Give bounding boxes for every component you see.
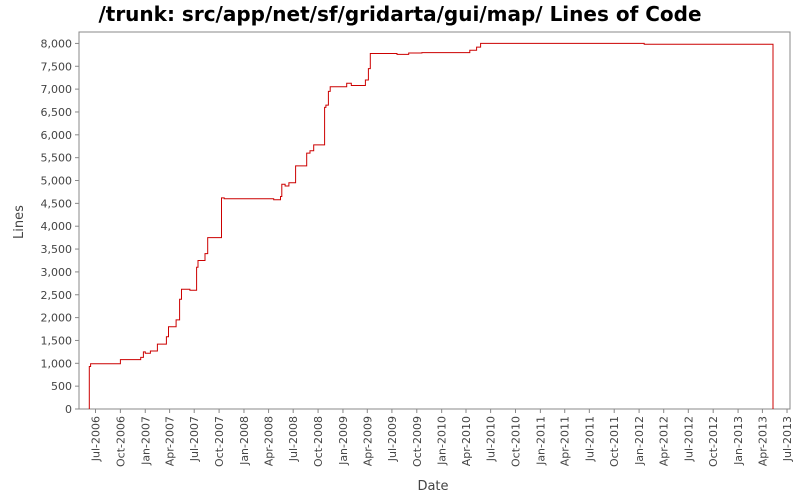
- y-tick-label: 500: [51, 380, 72, 393]
- x-tick-label: Apr-2011: [559, 416, 572, 466]
- y-tick-label: 5,000: [41, 175, 73, 188]
- x-tick-label: Apr-2013: [756, 416, 769, 466]
- x-tick-label: Jul-2010: [485, 416, 498, 462]
- x-tick-label: Apr-2010: [460, 416, 473, 466]
- x-tick-label: Jan-2011: [534, 416, 547, 466]
- y-tick-label: 2,000: [41, 312, 73, 325]
- x-tick-label: Jul-2006: [89, 416, 102, 462]
- x-tick-label: Jul-2013: [781, 416, 794, 462]
- plot-frame: [78, 31, 791, 410]
- y-tick-label: 1,000: [41, 357, 73, 370]
- x-tick-label: Jan-2012: [633, 416, 646, 466]
- y-tick-label: 8,000: [41, 37, 73, 50]
- y-tick-label: 3,000: [41, 266, 73, 279]
- x-tick-label: Apr-2012: [658, 416, 671, 466]
- x-tick-label: Jan-2009: [337, 416, 350, 466]
- y-tick-label: 2,500: [41, 289, 73, 302]
- y-tick-label: 7,000: [41, 83, 73, 96]
- x-tick-label: Apr-2009: [361, 416, 374, 466]
- plot-area: [78, 31, 791, 410]
- y-tick-label: 1,500: [41, 334, 73, 347]
- x-tick-label: Oct-2010: [509, 416, 522, 467]
- x-tick-label: Oct-2007: [213, 416, 226, 467]
- y-tick-label: 6,500: [41, 106, 73, 119]
- x-tick-label: Apr-2008: [263, 416, 276, 466]
- x-tick-label: Apr-2007: [164, 416, 177, 466]
- x-tick-label: Jan-2010: [436, 416, 449, 466]
- x-axis: Jul-2006 Oct-2006 Jan-2007 Apr-2007 Jul-2007…: [89, 409, 794, 467]
- x-tick-label: Oct-2012: [707, 416, 720, 467]
- lines-of-code-series: [88, 42, 774, 409]
- y-tick-label: 7,500: [41, 60, 73, 73]
- y-tick-label: 0: [65, 403, 72, 416]
- x-tick-label: Jan-2007: [139, 416, 152, 466]
- x-tick-label: Jan-2008: [238, 416, 251, 466]
- y-tick-label: 5,500: [41, 152, 73, 165]
- x-tick-label: Jul-2008: [287, 416, 300, 462]
- x-tick-label: Jul-2007: [188, 416, 201, 462]
- y-tick-label: 4,500: [41, 197, 73, 210]
- x-tick-label: Oct-2006: [114, 416, 127, 467]
- x-tick-label: Oct-2011: [608, 416, 621, 467]
- x-tick-label: Jul-2009: [386, 416, 399, 462]
- y-tick-label: 3,500: [41, 243, 73, 256]
- y-axis: 0 500 1,000 1,500 2,000 2,500 3,000 3,500 4,000 4…: [41, 37, 79, 416]
- x-axis-label: Date: [417, 479, 448, 494]
- y-axis-label: Lines: [12, 205, 27, 239]
- x-tick-label: Jan-2013: [732, 416, 745, 466]
- chart-title: /trunk: src/app/net/sf/gridarta/gui/map/…: [98, 2, 702, 26]
- x-tick-label: Oct-2009: [411, 416, 424, 467]
- x-tick-label: Jul-2011: [583, 416, 596, 462]
- x-tick-label: Oct-2008: [312, 416, 325, 467]
- x-tick-label: Jul-2012: [682, 416, 695, 462]
- y-tick-label: 6,000: [41, 129, 73, 142]
- y-tick-label: 4,000: [41, 220, 73, 233]
